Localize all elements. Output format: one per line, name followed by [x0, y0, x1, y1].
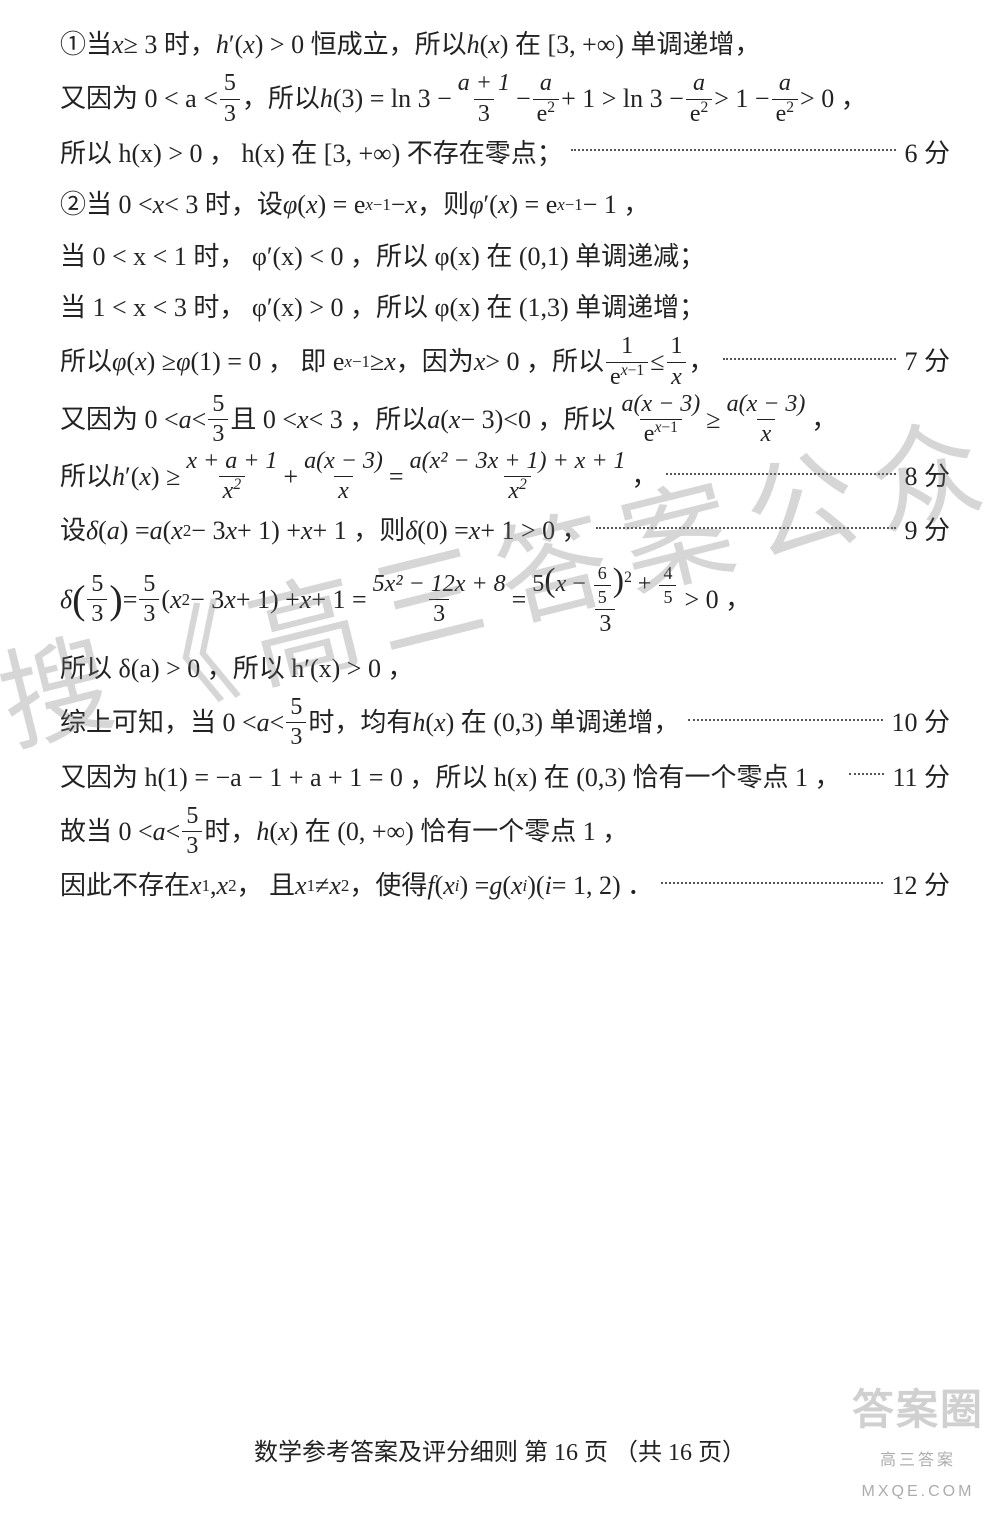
frac-a-e2: ae2: [533, 71, 559, 126]
points-12: 12 分: [891, 861, 950, 910]
frac-a-e2-c: ae2: [772, 71, 798, 126]
line-12: 所以 δ(a) > 0 ，所以 h′(x) > 0 ，: [60, 644, 950, 693]
line-09: 所以 h′(x) ≥ x + a + 1x2 + a(x − 3)x = a(x…: [60, 449, 950, 504]
frac-5-3e: 53: [286, 695, 306, 750]
t: 又因为 0 < a <: [60, 74, 218, 123]
line-15: 故当 0 < a < 53 时， h(x) 在 (0, +∞) 恰有一个零点 1…: [60, 804, 950, 859]
line-06: 当 1 < x < 3 时， φ′(x) > 0 ，所以 φ(x) 在 (1,3…: [60, 283, 950, 332]
dotted-leader: [661, 882, 883, 884]
dotted-leader: [849, 773, 885, 775]
line-04: ②当 0 < x < 3 时，设 φ(x) = ex−1 − x ，则 φ′(x…: [60, 180, 950, 229]
line-07: 所以 φ(x) ≥ φ(1) = 0 ， 即 ex−1 ≥ x ，因为 x > …: [60, 334, 950, 389]
points-10: 10 分: [891, 698, 950, 747]
line-16: 因此不存在 x1, x2 ， 且 x1 ≠ x2 ，使得 f(xi) = g(x…: [60, 861, 950, 910]
dotted-leader: [666, 473, 897, 475]
frac-poly-3: 5x² − 12x + 83: [369, 572, 510, 627]
line-01: ①当 x ≥ 3 时，h′(x) > 0 恒成立，所以 h(x) 在 [3, +…: [60, 20, 950, 69]
frac-ax3-x: a(x − 3)x: [723, 392, 810, 447]
points-11: 11 分: [892, 753, 950, 802]
dotted-leader: [723, 358, 897, 360]
page: 微信搜《高三答案公众号》 ①当 x ≥ 3 时，h′(x) > 0 恒成立，所以…: [0, 0, 1000, 1517]
frac-1-x: 1x: [666, 334, 686, 389]
frac-a1-3: a + 13: [454, 71, 514, 126]
line-08: 又因为 0 < a < 53 且 0 < x < 3 ，所以 a(x − 3)<…: [60, 392, 950, 447]
points-8: 8 分: [904, 452, 950, 501]
frac-1-ex1: 1ex−1: [606, 334, 648, 389]
page-footer: 数学参考答案及评分细则 第 16 页 （共 16 页）: [0, 1431, 1000, 1477]
frac-a-e2-b: ae2: [686, 71, 712, 126]
line-11: δ(53) = 53 (x2 − 3x + 1) + x + 1 = 5x² −…: [60, 562, 950, 638]
dotted-leader: [571, 149, 897, 151]
line-14: 又因为 h(1) = −a − 1 + a + 1 = 0 ，所以 h(x) 在…: [60, 753, 950, 802]
points-7: 7 分: [904, 337, 950, 386]
frac-5-3: 53: [220, 71, 240, 126]
frac-5-3b: 53: [208, 392, 228, 447]
line-13: 综上可知，当 0 < a < 53 时，均有 h(x) 在 (0,3) 单调递增…: [60, 695, 950, 750]
line-05: 当 0 < x < 1 时， φ′(x) < 0 ，所以 φ(x) 在 (0,1…: [60, 232, 950, 281]
frac-5-3d: 53: [139, 572, 159, 627]
points-9: 9 分: [904, 506, 950, 555]
points-6: 6 分: [904, 129, 950, 178]
frac-comb-x2: a(x² − 3x + 1) + x + 1x2: [406, 449, 630, 504]
frac-xa1-x2: x + a + 1x2: [182, 449, 281, 504]
dotted-leader: [596, 527, 897, 529]
dotted-leader: [688, 719, 884, 721]
line-10: 设 δ(a) = a(x2 − 3x + 1) + x + 1 ，则 δ(0) …: [60, 506, 950, 555]
frac-ax3-x-b: a(x − 3)x: [300, 449, 387, 504]
line-02: 又因为 0 < a < 53 ，所以 h(3) = ln 3 − a + 13 …: [60, 71, 950, 126]
frac-5-3c: 53: [87, 572, 107, 627]
line-03: 所以 h(x) > 0 ， h(x) 在 [3, +∞) 不存在零点； 6 分: [60, 129, 950, 178]
frac-ax3-ex1: a(x − 3)ex−1: [617, 392, 704, 447]
frac-5-3f: 53: [182, 804, 202, 859]
frac-sq-3: 5(x − 65)2 + 45 3: [528, 563, 682, 637]
